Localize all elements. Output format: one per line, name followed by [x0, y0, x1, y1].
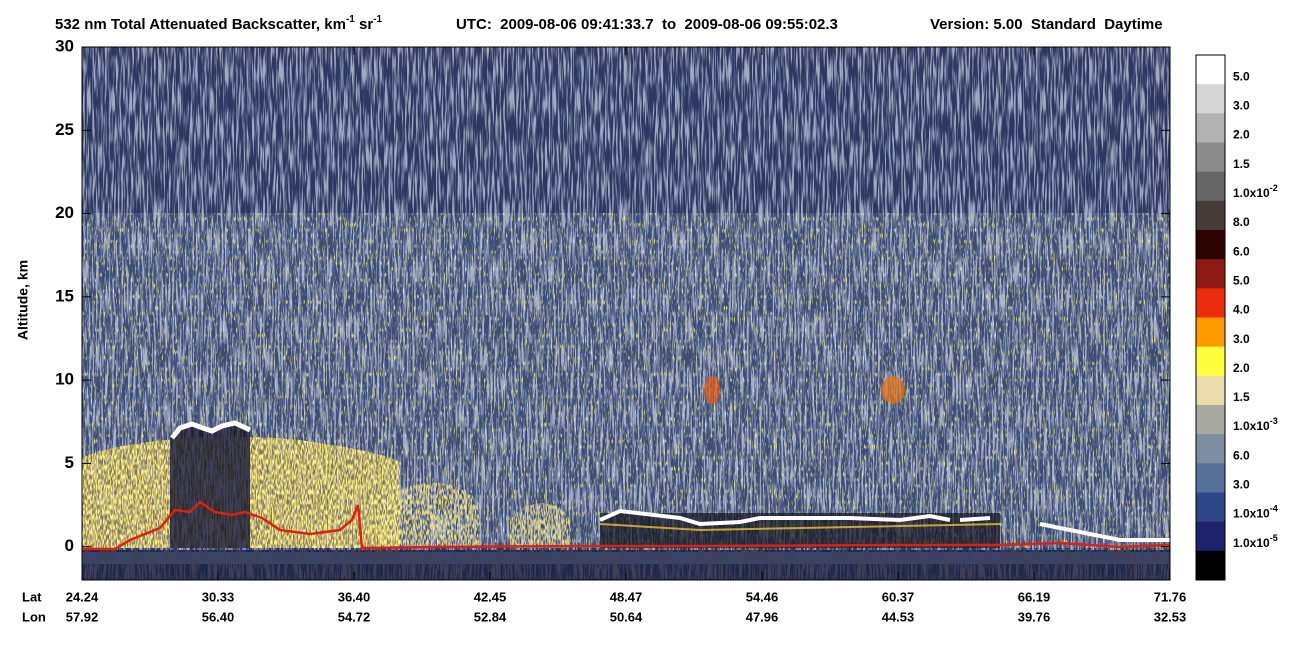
colorbar-label: 1.0x10-2 — [1233, 183, 1278, 200]
colorbar-label: 8.0 — [1233, 215, 1250, 229]
colorbar-label: 2.0 — [1233, 128, 1250, 142]
colorbar-label: 5.0 — [1233, 274, 1250, 288]
y-tick-label: 5 — [65, 453, 74, 472]
colorbar-label: 6.0 — [1233, 244, 1250, 258]
x-tick-label: 60.37 — [882, 589, 915, 604]
cirrus-patch — [704, 376, 720, 404]
colorbar-swatch — [1196, 434, 1225, 464]
colorbar-swatch — [1196, 405, 1225, 435]
colorbar-swatch — [1196, 142, 1225, 173]
colorbar-label: 1.5 — [1233, 157, 1250, 171]
x-row-name: Lon — [22, 609, 46, 624]
y-tick-label: 20 — [55, 203, 74, 222]
title-text: 532 nm Total Attenuated Backscatter, km — [55, 16, 346, 33]
x-tick-label: 52.84 — [474, 609, 507, 624]
colorbar-label: 1.0x10-5 — [1233, 533, 1278, 550]
title-text: sr — [355, 16, 374, 33]
x-tick-label: 32.53 — [1154, 609, 1187, 624]
colorbar-label-exp: -5 — [1270, 533, 1278, 543]
backscatter-image — [82, 47, 1170, 580]
x-tick-label: 39.76 — [1018, 609, 1051, 624]
x-tick-label: 50.64 — [610, 609, 643, 624]
colorbar-label-exp: -2 — [1270, 183, 1278, 193]
y-tick-label: 15 — [55, 286, 74, 305]
aerosol-layer-grain — [380, 482, 480, 548]
convective-cloud-grain — [170, 425, 250, 548]
y-axis-label: Altitude, km — [15, 260, 31, 340]
colorbar-swatch — [1196, 550, 1225, 581]
colorbar-label-base: 1.0x10 — [1233, 419, 1270, 433]
x-tick-label: 57.92 — [66, 609, 99, 624]
x-tick-label: 42.45 — [474, 589, 507, 604]
x-tick-label: 36.40 — [338, 589, 371, 604]
time-range: UTC: 2009-08-06 09:41:33.7 to 2009-08-06… — [456, 16, 838, 33]
colorbar-label: 1.0x10-4 — [1233, 504, 1278, 521]
colorbar-label-base: 1.0x10 — [1233, 507, 1270, 521]
x-tick-label: 48.47 — [610, 589, 643, 604]
x-tick-label: 56.40 — [202, 609, 235, 624]
colorbar-frame — [1195, 54, 1226, 581]
y-tick-label: 10 — [55, 370, 74, 389]
x-tick-label: 66.19 — [1018, 589, 1051, 604]
colorbar-swatch — [1196, 200, 1225, 231]
colorbar-swatch — [1196, 171, 1225, 202]
x-tick-label: 71.76 — [1154, 589, 1187, 604]
colorbar-swatch — [1196, 113, 1225, 143]
title-sup: -1 — [346, 14, 355, 25]
chart-title: 532 nm Total Attenuated Backscatter, km-… — [55, 14, 383, 33]
colorbar-label-exp: -3 — [1270, 417, 1278, 427]
cloud-top — [170, 420, 252, 440]
colorbar-swatch — [1196, 463, 1225, 493]
x-tick-label: 30.33 — [202, 589, 235, 604]
colorbar-label: 3.0 — [1233, 99, 1250, 113]
x-tick-label: 44.53 — [882, 609, 915, 624]
version: Version: 5.00 Standard Daytime — [930, 16, 1163, 33]
title-sup: -1 — [373, 14, 382, 25]
colorbar-swatch — [1196, 375, 1225, 406]
colorbar-swatch — [1196, 288, 1225, 318]
colorbar-label: 1.5 — [1233, 390, 1250, 404]
aerosol-layer-grain — [510, 503, 570, 548]
x-tick-label: 54.72 — [338, 609, 371, 624]
colorbar-swatch — [1196, 259, 1225, 289]
y-tick-label: 30 — [55, 36, 74, 55]
x-tick-label: 54.46 — [746, 589, 779, 604]
colorbar-swatch — [1196, 55, 1225, 85]
colorbar-swatch — [1196, 492, 1225, 523]
colorbar-label: 1.0x10-3 — [1233, 417, 1278, 434]
colorbar-swatch — [1196, 521, 1225, 552]
x-tick-label: 47.96 — [746, 609, 779, 624]
colorbar-swatch — [1196, 230, 1225, 260]
colorbar-label: 5.0 — [1233, 69, 1250, 83]
low-cloud-top — [599, 508, 1170, 542]
x-row-name: Lat — [22, 589, 42, 604]
colorbar-swatch — [1196, 317, 1225, 348]
y-tick-label: 25 — [55, 120, 74, 139]
colorbar-label: 4.0 — [1233, 303, 1250, 317]
colorbar-swatch — [1196, 84, 1225, 114]
x-tick-label: 24.24 — [66, 589, 99, 604]
y-tick-label: 0 — [65, 536, 74, 555]
colorbar-label-base: 1.0x10 — [1233, 186, 1270, 200]
surface-line — [82, 500, 1170, 551]
colorbar-label: 3.0 — [1233, 332, 1250, 346]
cirrus-patch — [881, 376, 905, 404]
colorbar-label: 2.0 — [1233, 361, 1250, 375]
colorbar-label: 3.0 — [1233, 478, 1250, 492]
colorbar-label-base: 1.0x10 — [1233, 536, 1270, 550]
colorbar-label-exp: -4 — [1270, 504, 1278, 514]
colorbar-swatch — [1196, 346, 1225, 377]
colorbar-label: 6.0 — [1233, 449, 1250, 463]
low-cloud-edge — [599, 523, 1001, 532]
